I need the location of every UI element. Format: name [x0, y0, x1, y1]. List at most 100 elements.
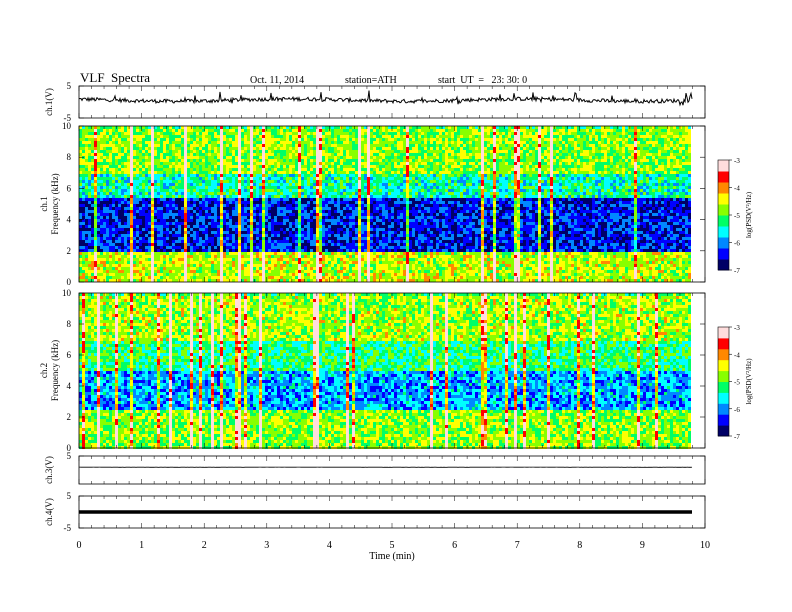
spectrogram-cell — [487, 141, 490, 144]
spectrogram-cell — [247, 129, 250, 132]
spectrogram-cell — [121, 135, 124, 138]
spectrogram-cell — [607, 180, 610, 183]
spectrogram-cell — [352, 159, 355, 162]
spectrogram-cell — [649, 129, 652, 132]
spectrogram-cell — [511, 165, 514, 168]
spectrogram-cell — [580, 147, 583, 150]
spectrogram-cell — [547, 138, 550, 141]
spectrogram-cell — [169, 177, 172, 180]
spectrogram-cell — [169, 150, 172, 153]
spectrogram-cell — [298, 183, 301, 186]
spectrogram-cell — [232, 162, 235, 165]
spectrogram-cell — [187, 138, 190, 141]
spectrogram-cell — [616, 192, 619, 195]
spectrogram-cell — [136, 192, 139, 195]
spectrogram-cell — [268, 132, 271, 135]
spectrogram-cell — [658, 153, 661, 156]
spectrogram-cell — [577, 162, 580, 165]
spectrogram-cell — [238, 147, 241, 150]
spectrogram-cell — [250, 171, 253, 174]
spectrogram-cell — [544, 150, 547, 153]
spectrogram-cell — [187, 171, 190, 174]
spectrogram-cell — [604, 162, 607, 165]
spectrogram-cell — [214, 141, 217, 144]
spectrogram-cell — [493, 183, 496, 186]
spectrogram-cell — [325, 144, 328, 147]
spectrogram-cell — [580, 138, 583, 141]
spectrogram-cell — [280, 171, 283, 174]
spectrogram-cell — [568, 195, 571, 198]
spectrogram-cell — [316, 129, 319, 132]
spectrogram-cell — [394, 159, 397, 162]
spectrogram-cell — [151, 192, 154, 195]
spectrogram-cell — [295, 144, 298, 147]
spectrogram-cell — [85, 195, 88, 198]
spectrogram-cell — [406, 153, 409, 156]
spectrogram-cell — [625, 195, 628, 198]
spectrogram-cell — [361, 144, 364, 147]
spectrogram-cell — [178, 174, 181, 177]
spectrogram-cell — [211, 132, 214, 135]
spectrogram-cell — [688, 144, 691, 147]
spectrogram-cell — [520, 195, 523, 198]
spectrogram-cell — [364, 174, 367, 177]
spectrogram-cell — [475, 189, 478, 192]
spectrogram-cell — [643, 141, 646, 144]
spectrogram-cell — [106, 171, 109, 174]
spectrogram-cell — [670, 141, 673, 144]
spectrogram-cell — [205, 147, 208, 150]
spectrogram-cell — [271, 165, 274, 168]
spectrogram-cell — [499, 165, 502, 168]
spectrogram-cell — [202, 180, 205, 183]
spectrogram-cell — [280, 135, 283, 138]
spectrogram-cell — [241, 198, 244, 201]
spectrogram-cell — [529, 168, 532, 171]
spectrogram-cell — [403, 180, 406, 183]
spectrogram-cell — [400, 165, 403, 168]
spectrogram-cell — [502, 186, 505, 189]
spectrogram-cell — [625, 156, 628, 159]
spectrogram-cell — [682, 195, 685, 198]
spectrogram-cell — [121, 126, 124, 129]
spectrogram-cell — [298, 198, 301, 201]
spectrogram-cell — [472, 168, 475, 171]
spectrogram-cell — [514, 195, 517, 198]
spectrogram-cell — [364, 180, 367, 183]
spectrogram-cell — [379, 156, 382, 159]
spectrogram-cell — [157, 147, 160, 150]
spectrogram-cell — [637, 183, 640, 186]
spectrogram-cell — [217, 132, 220, 135]
spectrogram-cell — [676, 150, 679, 153]
spectrogram-cell — [481, 132, 484, 135]
spectrogram-cell — [418, 147, 421, 150]
spectrogram-cell — [319, 186, 322, 189]
spectrogram-cell — [592, 150, 595, 153]
spectrogram-cell — [355, 171, 358, 174]
spectrogram-cell — [445, 156, 448, 159]
spectrogram-cell — [133, 150, 136, 153]
spectrogram-cell — [601, 186, 604, 189]
spectrogram-cell — [685, 126, 688, 129]
spectrogram-cell — [268, 183, 271, 186]
spectrogram-cell — [682, 141, 685, 144]
spectrogram-cell — [286, 177, 289, 180]
spectrogram-cell — [229, 171, 232, 174]
spectrogram-cell — [145, 180, 148, 183]
spectrogram-cell — [448, 174, 451, 177]
spectrogram-cell — [595, 177, 598, 180]
spectrogram-cell — [448, 129, 451, 132]
spectrogram-cell — [445, 180, 448, 183]
spectrogram-cell — [352, 138, 355, 141]
spectrogram-cell — [118, 132, 121, 135]
spectrogram-cell — [424, 132, 427, 135]
spectrogram-cell — [355, 144, 358, 147]
spectrogram-cell — [340, 162, 343, 165]
spectrogram-cell — [667, 162, 670, 165]
spectrogram-cell — [649, 132, 652, 135]
spectrogram-cell — [340, 138, 343, 141]
spectrogram-cell — [367, 153, 370, 156]
spectrogram-cell — [241, 159, 244, 162]
spectrogram-cell — [541, 153, 544, 156]
spectrogram-cell — [634, 144, 637, 147]
spectrogram-cell — [145, 162, 148, 165]
